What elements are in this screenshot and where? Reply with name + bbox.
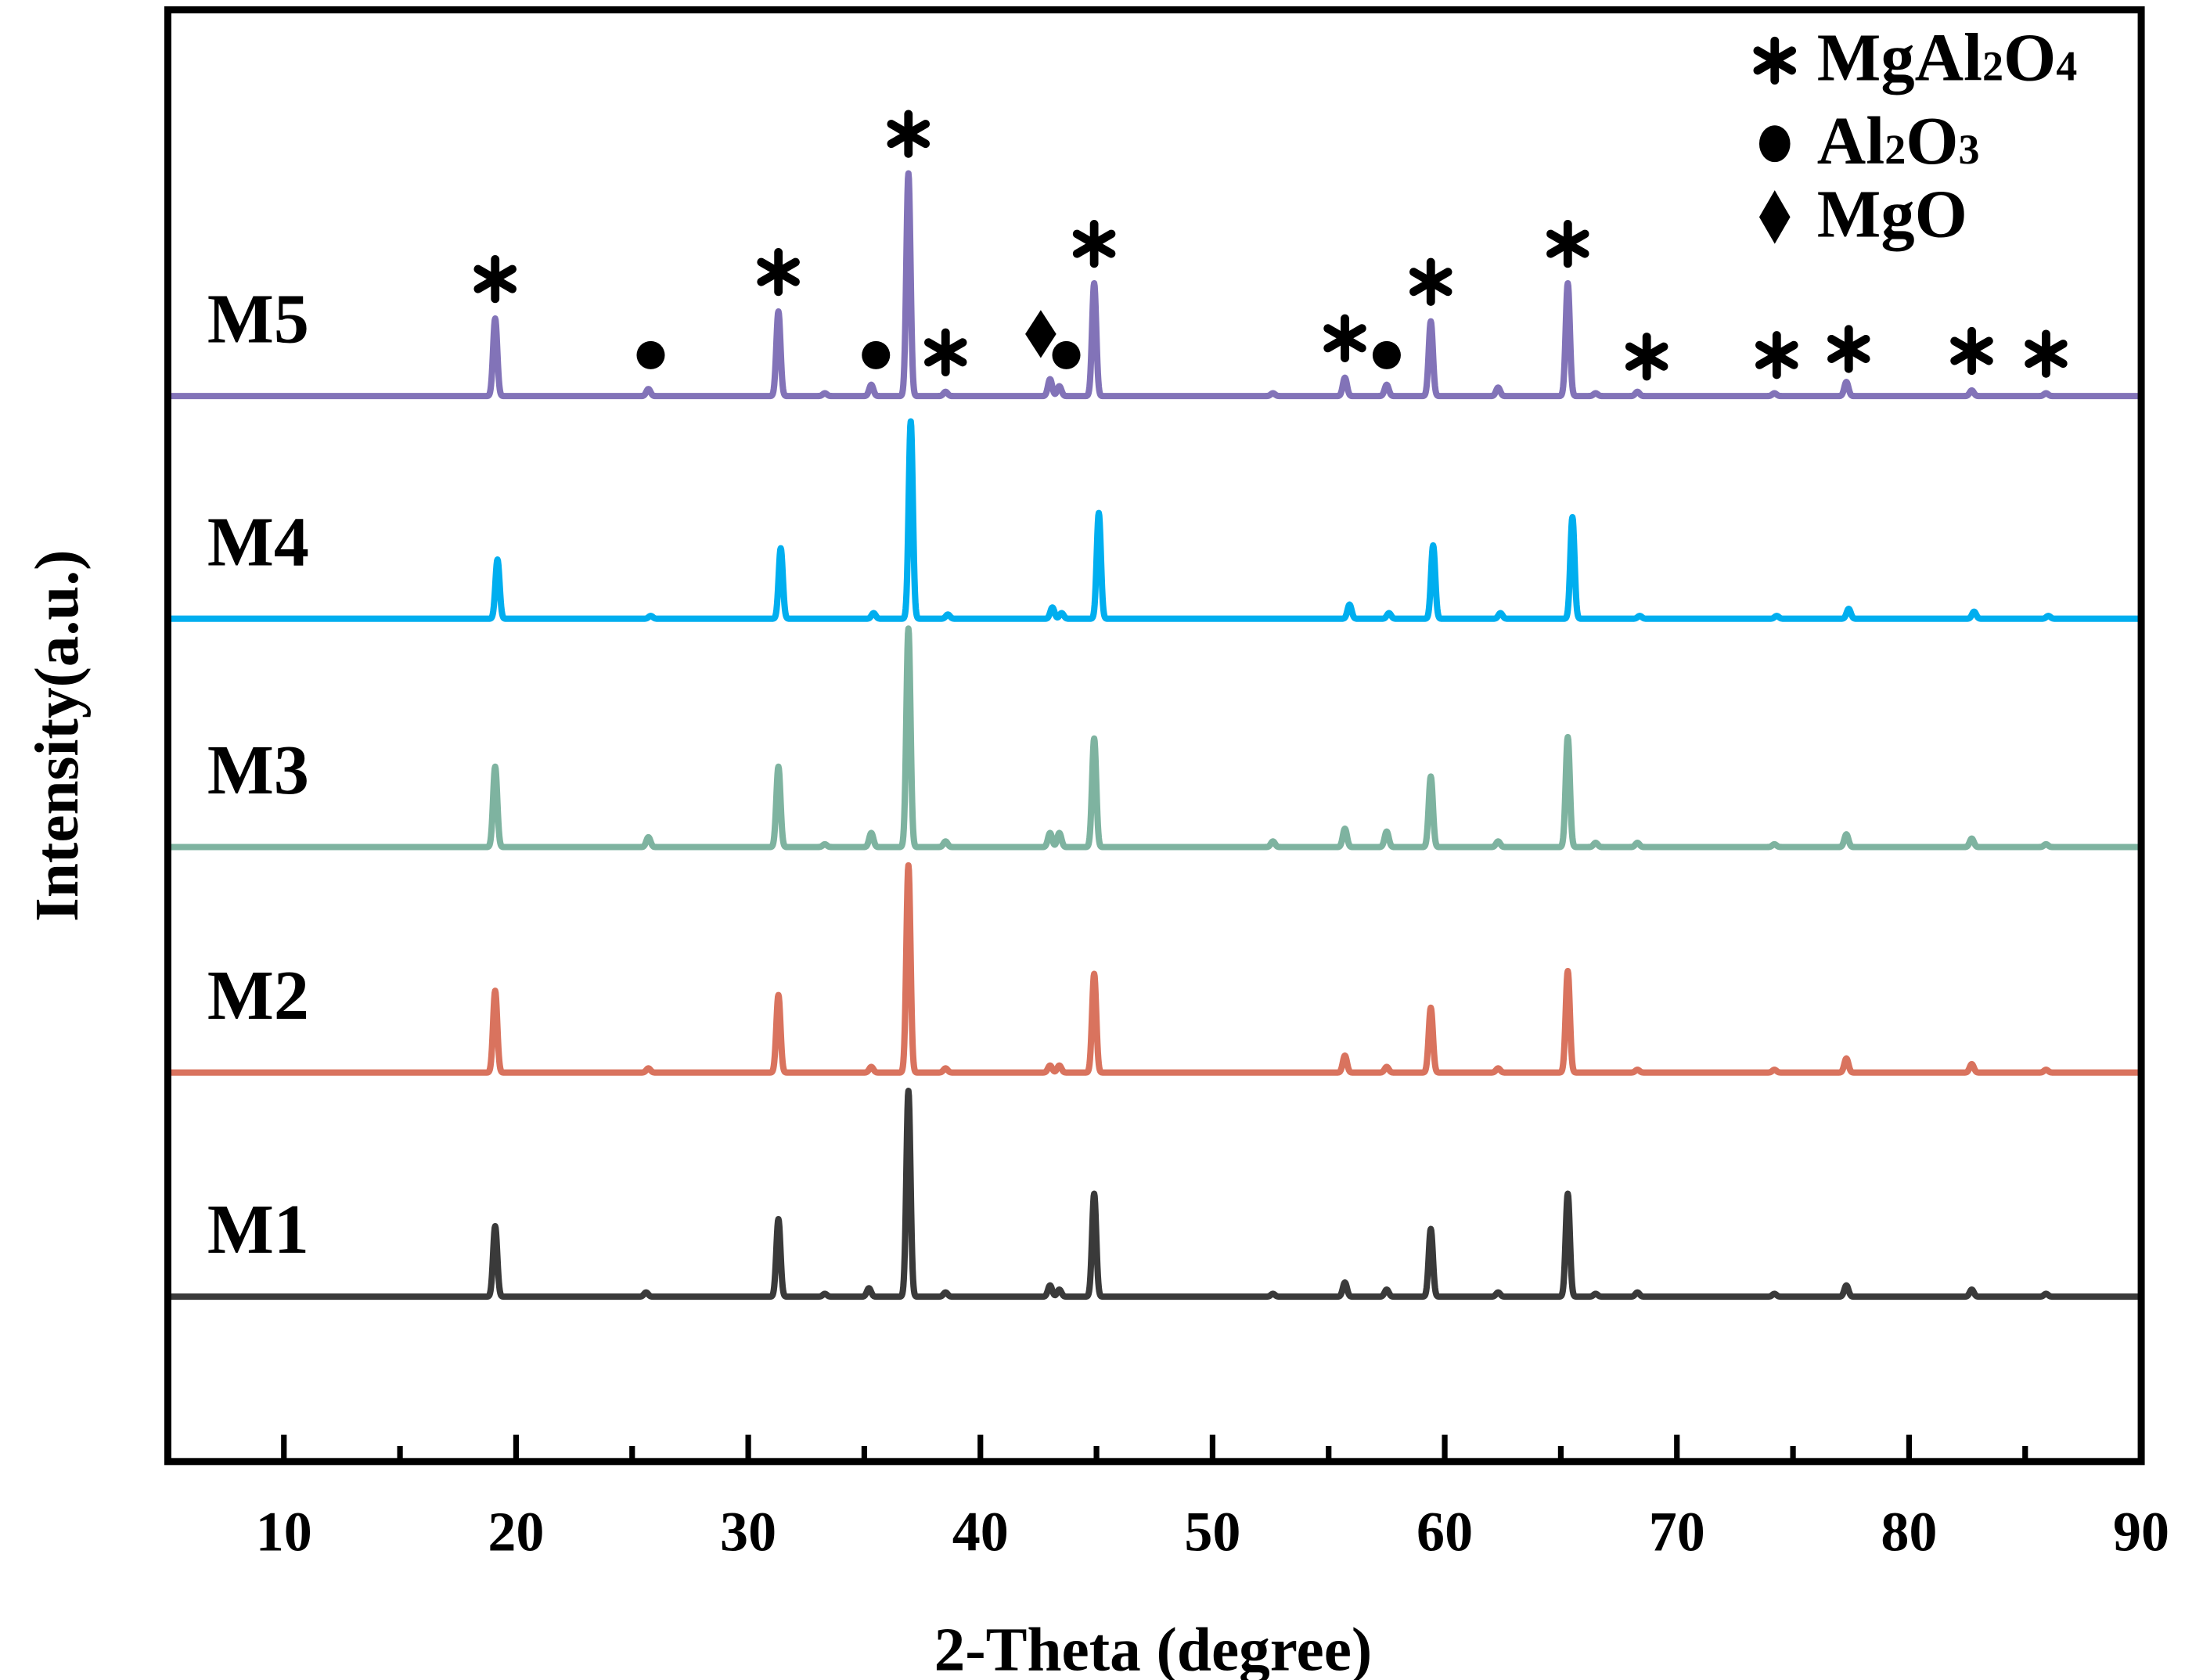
al2o3-marker-icon [1372,340,1401,369]
trace-m5 [164,170,2144,400]
series-label-m2: M2 [207,957,309,1034]
al2o3-marker-icon [862,340,891,369]
series-label-m4: M4 [207,503,309,581]
mgal2o4-marker-icon [1827,325,1870,373]
mgal2o4-marker-icon [1323,314,1366,362]
legend-label: MgO [1817,177,1967,252]
legend-diamond-icon [1758,190,1791,244]
mgal2o4-marker-icon [1072,219,1116,268]
mgal2o4-marker-icon [1950,326,1993,376]
mgo-marker-icon [1025,310,1057,358]
al2o3-marker-icon [636,340,665,369]
plot-frame [164,6,2145,1466]
trace-m4 [164,418,2144,622]
legend-circle-icon [1758,125,1791,163]
phase-markers [473,110,2068,381]
mgal2o4-marker-icon [757,248,800,297]
trace-m1 [164,1088,2144,1300]
mgal2o4-marker-icon [1755,331,1798,380]
x-tick-label: 80 [1881,1500,1937,1563]
x-tick-label: 90 [2113,1500,2169,1563]
legend-label: Al2O3 [1817,103,1980,178]
legend-asterisk-icon [1753,36,1797,85]
y-axis-label: Intensity(a.u.) [23,549,92,922]
mgal2o4-marker-icon [1625,333,1668,381]
legend-label: MgAl2O4 [1817,20,2078,95]
x-axis-label: 2-Theta (degree) [934,1615,1373,1680]
traces: M5 M4 M3 M2 M1 [164,170,2144,1300]
trace-m3 [164,625,2144,851]
series-label-m1: M1 [207,1191,309,1268]
x-tick-label: 10 [256,1500,312,1563]
series-label-m3: M3 [207,732,309,809]
x-tick-label: 40 [952,1500,1009,1563]
x-tick-label: 60 [1416,1500,1473,1563]
al2o3-marker-icon [1052,340,1081,369]
mgal2o4-marker-icon [1546,219,1589,268]
x-tick-label: 50 [1184,1500,1240,1563]
x-tick-label: 70 [1649,1500,1705,1563]
x-tick-label: 20 [488,1500,544,1563]
mgal2o4-marker-icon [2025,329,2068,378]
x-ticks: 10 20 30 40 50 60 70 80 90 [256,1434,2169,1563]
mgal2o4-marker-icon [887,110,931,158]
mgal2o4-marker-icon [473,255,517,304]
mgal2o4-marker-icon [924,328,967,376]
x-tick-label: 30 [720,1500,776,1563]
series-label-m5: M5 [207,281,309,358]
mgal2o4-marker-icon [1409,257,1452,306]
trace-m2 [164,862,2144,1076]
